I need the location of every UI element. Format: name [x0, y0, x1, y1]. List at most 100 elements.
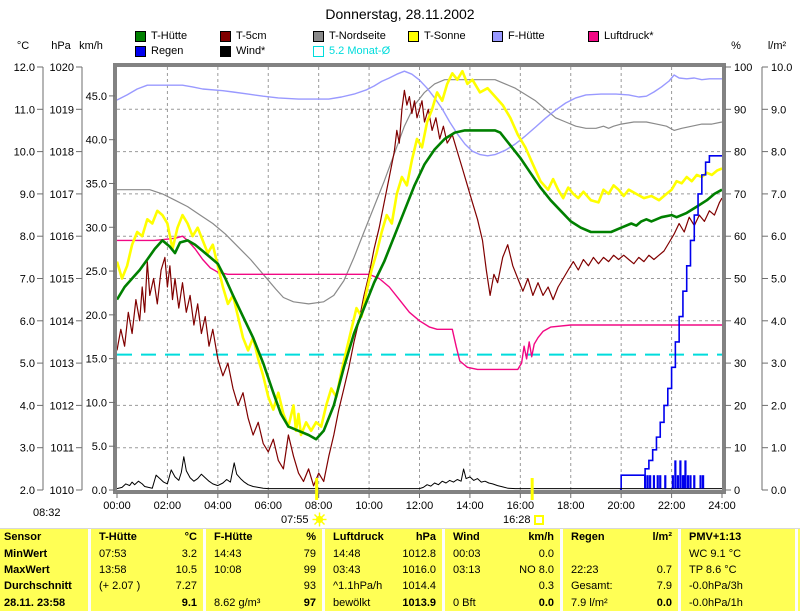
legend-item-wind-: Wind*: [220, 45, 265, 57]
plot-frame: [113, 63, 726, 494]
column-unit: l/m²: [652, 531, 672, 544]
table-column-f-h-tte: F-Hütte% 14:43 79 10:08 99 93 8.62 g/m³ 97: [203, 529, 322, 611]
tick-label: 20: [734, 400, 746, 412]
tick-label: 1013: [50, 358, 74, 370]
series-T-Hütte: [116, 129, 723, 441]
tick-label: 60: [734, 231, 746, 243]
table-cell-row: 22:23 0.7: [563, 562, 678, 578]
cell-left: WC 9.1 °C: [689, 547, 742, 560]
cell-left: 14:48: [333, 547, 361, 560]
table-label-column: Sensor MinWert MaxWert Durchschnitt 28.11. 2…: [0, 529, 88, 611]
tick-label: 14:00: [456, 500, 484, 512]
table-cell-row: 0.3: [445, 578, 560, 594]
axis-start-time-label: 08:32: [33, 507, 61, 519]
table-row-label: MaxWert: [4, 563, 50, 576]
cell-value: 1013.9: [402, 596, 436, 609]
tick-label: 80: [734, 147, 746, 159]
legend-item-t-nordseite: T-Nordseite: [313, 30, 386, 42]
table-cell-row: ^1.1hPa/h 1014.4: [325, 578, 442, 594]
tick-label: 10: [734, 443, 746, 455]
axis-header-lm2: l/m²: [767, 40, 787, 52]
axis-header-percent: %: [731, 40, 741, 52]
tick-label: 10.0: [771, 62, 792, 74]
cell-value: 0.7: [656, 563, 672, 576]
table-cell-row: -0.0hPa/1h: [681, 595, 795, 611]
tick-label: 10:00: [355, 500, 383, 512]
tick-label: 1019: [50, 104, 74, 116]
tick-label: 70: [734, 189, 746, 201]
sunset-label: 16:28: [503, 514, 544, 526]
tick-label: 1014: [50, 316, 74, 328]
table-cell-row: [563, 545, 678, 561]
table-column-header: Wind km/h: [445, 529, 560, 545]
tick-label: 40.0: [86, 135, 107, 147]
tick-label: 6.0: [20, 316, 35, 328]
sunset-icon: [533, 515, 544, 525]
cell-value: 97: [303, 596, 316, 609]
legend-label: T-Nordseite: [329, 30, 386, 42]
table-cell-row: 10:08 99: [206, 562, 322, 578]
tick-label: 3.0: [771, 358, 786, 370]
table-cell-row: TP 8.6 °C: [681, 562, 795, 578]
tick-label: 12.0: [14, 62, 35, 74]
table-column-header: PMV+1:13: [681, 529, 795, 545]
cell-value: 0.0: [656, 596, 672, 609]
column-name: Regen: [571, 531, 605, 544]
table-cell-row: WC 9.1 °C: [681, 545, 795, 561]
cell-value: NO 8.0: [519, 563, 554, 576]
tick-label: 4.0: [771, 316, 786, 328]
tick-label: 7.0: [20, 274, 35, 286]
cell-value: 0.0: [538, 596, 554, 609]
tick-label: 1018: [50, 147, 74, 159]
tick-label: 12:00: [406, 500, 434, 512]
table-cell-row: 03:13 NO 8.0: [445, 562, 560, 578]
table-cell-row: 7.9 l/m² 0.0: [563, 595, 678, 611]
tick-label: 45.0: [86, 91, 107, 103]
table-cell-row: 13:58 10.5: [91, 562, 203, 578]
table-cell-row: 14:48 1012.8: [325, 545, 442, 561]
cell-value: 10.5: [175, 563, 197, 576]
tick-label: 1010: [50, 485, 74, 497]
legend-marker: [588, 30, 599, 42]
series-Regen: [619, 155, 722, 491]
cell-left: 07:53: [99, 547, 127, 560]
table-right-sliver: [795, 529, 800, 611]
cell-value: 9.1: [181, 596, 197, 609]
tick-label: 1.0: [771, 443, 786, 455]
legend-label: T-Hütte: [151, 30, 188, 42]
tick-label: 1020: [50, 62, 74, 74]
tick-label: 0.0: [92, 485, 107, 497]
table-cell-row: 8.62 g/m³ 97: [206, 595, 322, 611]
tick-label: 06:00: [254, 500, 282, 512]
cell-value: 1016.0: [402, 563, 436, 576]
series-F-Hütte: [116, 70, 722, 157]
tick-label: 24:00: [708, 500, 736, 512]
stats-table: Sensor MinWert MaxWert Durchschnitt 28.11. 2…: [0, 528, 800, 611]
table-column-header: Luftdruck hPa: [325, 529, 442, 545]
tick-label: 00:00: [103, 500, 131, 512]
table-column-header: F-Hütte%: [206, 529, 322, 545]
tick-label: 08:00: [305, 500, 333, 512]
table-column-regen: Regen l/m² 22:23 0.7 Gesamt: 7.9 7.9 l/m² 0.0: [560, 529, 678, 611]
series-T-Sonne: [116, 69, 723, 437]
cell-left: bewölkt: [333, 596, 371, 609]
cell-left: ^1.1hPa/h: [333, 580, 383, 593]
tick-label: 1012: [50, 400, 74, 412]
table-column-header: Regen l/m²: [563, 529, 678, 545]
table-row-label: Sensor: [4, 531, 42, 544]
cell-value: 7.9: [656, 580, 672, 593]
tick-label: 20:00: [607, 500, 635, 512]
tick-label: 25.0: [86, 266, 107, 278]
table-cell-row: 00:03 0.0: [445, 545, 560, 561]
table-cell-row: 93: [206, 578, 322, 594]
legend-item-regen: Regen: [135, 45, 183, 57]
page-title: Donnerstag, 28.11.2002: [325, 6, 475, 22]
cell-left: 10:08: [214, 563, 242, 576]
cell-value: 93: [303, 580, 316, 593]
legend-label: F-Hütte: [508, 30, 545, 42]
cell-value: 0.3: [538, 580, 554, 593]
table-column-t-h-tte: T-Hütte °C 07:53 3.2 13:58 10.5 (+ 2.07 ) 7.27 9…: [88, 529, 203, 611]
gridlines: [117, 67, 722, 490]
